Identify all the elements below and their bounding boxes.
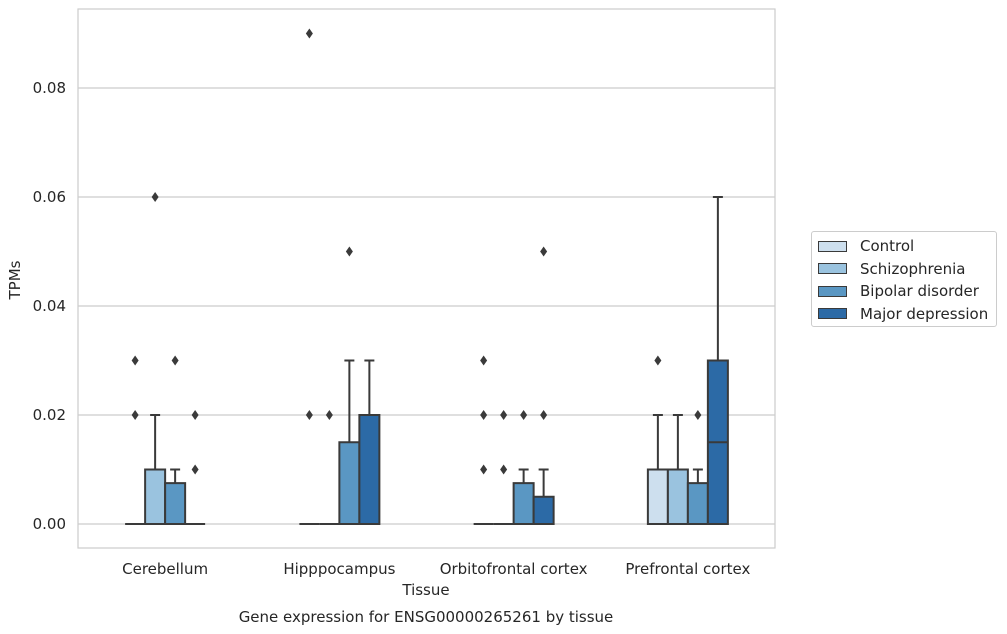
- box: [358, 414, 381, 525]
- y-tick-labels: 0.00 0.02 0.04 0.06 0.08: [33, 79, 66, 533]
- outlier-marker: [305, 28, 313, 39]
- outlier-marker: [520, 410, 528, 420]
- legend-swatch: [818, 308, 847, 320]
- box-group: [686, 410, 709, 525]
- box: [646, 468, 669, 525]
- legend-item: Major depression: [812, 303, 996, 326]
- box-group: [319, 410, 340, 525]
- outlier-marker: [171, 355, 179, 366]
- legend-item: Control: [812, 235, 996, 258]
- outlier-marker: [305, 410, 313, 420]
- box-group: [164, 355, 187, 525]
- box-group: [144, 192, 167, 525]
- box: [338, 441, 361, 525]
- box-group: [125, 355, 146, 525]
- box-group: [706, 196, 729, 525]
- box-group: [493, 410, 514, 525]
- y-tick-label: 0.06: [33, 188, 66, 206]
- plot-frame: [77, 8, 776, 549]
- y-tick-label: 0.00: [33, 515, 66, 533]
- outlier-marker: [500, 410, 508, 420]
- outlier-marker: [191, 410, 199, 420]
- grid-lines: [78, 87, 775, 525]
- box-group: [338, 246, 361, 525]
- outlier-marker: [480, 410, 488, 420]
- x-axis-label: Tissue: [401, 581, 449, 599]
- box-group: [512, 410, 535, 525]
- box-group: [646, 355, 669, 525]
- box: [144, 468, 167, 525]
- chart-caption: Gene expression for ENSG00000265261 by t…: [239, 608, 614, 626]
- legend-swatch: [818, 285, 847, 297]
- outlier-marker: [345, 246, 353, 257]
- legend-label: Major depression: [860, 304, 989, 323]
- outlier-marker: [325, 410, 333, 420]
- x-tick-label: Cerebellum: [122, 560, 208, 578]
- box-group: [473, 355, 494, 525]
- outlier-marker: [480, 355, 488, 366]
- box-group: [532, 246, 555, 525]
- y-axis-label: TPMs: [6, 260, 24, 300]
- legend-label: Bipolar disorder: [860, 282, 979, 301]
- y-tick-label: 0.02: [33, 406, 66, 424]
- box: [164, 482, 187, 525]
- legend-item: Bipolar disorder: [812, 280, 996, 303]
- box: [512, 482, 535, 525]
- box-group: [185, 410, 206, 525]
- outlier-marker: [131, 355, 139, 366]
- box-group: [666, 414, 689, 525]
- legend: Control Schizophrenia Bipolar disorder Majo…: [811, 231, 997, 327]
- box-group: [358, 359, 381, 525]
- box: [686, 482, 709, 525]
- legend-swatch: [818, 263, 847, 275]
- y-tick-label: 0.08: [33, 79, 66, 97]
- legend-item: Schizophrenia: [812, 258, 996, 281]
- x-tick-label: Hipppocampus: [283, 560, 395, 578]
- box-group: [299, 28, 320, 525]
- outlier-marker: [694, 410, 702, 420]
- x-tick-label: Prefrontal cortex: [625, 560, 750, 578]
- box: [532, 495, 555, 525]
- y-tick-label: 0.04: [33, 297, 66, 315]
- legend-label: Control: [860, 237, 915, 256]
- boxes: [125, 28, 729, 525]
- outlier-marker: [151, 192, 159, 202]
- legend-label: Schizophrenia: [860, 259, 966, 278]
- x-tick-labels: Cerebellum Hipppocampus Orbitofrontal cort…: [122, 560, 750, 578]
- outlier-marker: [131, 410, 139, 420]
- outlier-marker: [540, 246, 548, 257]
- x-tick-label: Orbitofrontal cortex: [440, 560, 588, 578]
- outlier-marker: [480, 464, 488, 475]
- legend-swatch: [818, 240, 847, 252]
- outlier-marker: [191, 464, 199, 475]
- outlier-marker: [540, 410, 548, 420]
- outlier-marker: [500, 464, 508, 475]
- outlier-marker: [654, 355, 662, 366]
- box: [666, 468, 689, 525]
